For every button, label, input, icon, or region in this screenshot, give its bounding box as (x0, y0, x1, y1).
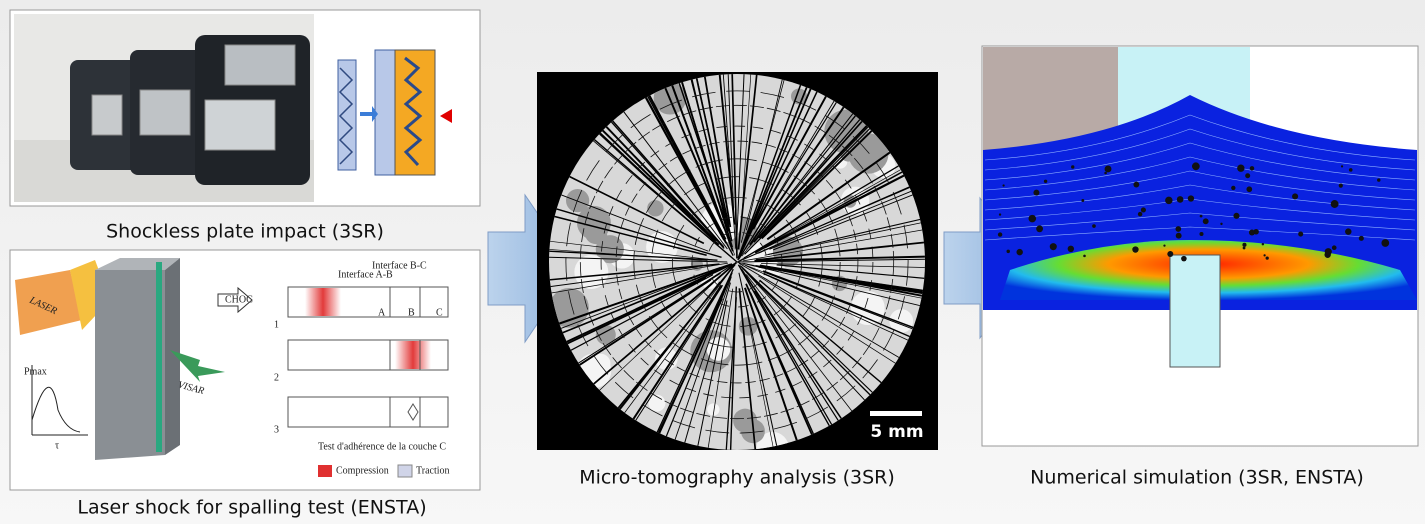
tomography-panel (537, 62, 938, 464)
particle (1132, 246, 1138, 252)
diagram-label: B (408, 307, 415, 318)
particle (1263, 254, 1265, 256)
particle (1138, 212, 1143, 217)
particle (1231, 186, 1235, 190)
particle (1177, 196, 1184, 203)
particle (1262, 243, 1264, 245)
particle (1133, 182, 1139, 188)
diagram-label: Test d'adhérence de la couche C (318, 441, 446, 452)
particle (1104, 172, 1107, 175)
particle (1246, 186, 1252, 192)
particle (1200, 215, 1203, 218)
figure: Shockless plate impact (3SR) LASERVISARC… (0, 0, 1425, 524)
particle (1331, 200, 1339, 208)
particle (1220, 223, 1222, 225)
diagram-label: 3 (274, 424, 279, 435)
particle (1332, 245, 1337, 250)
diagram-label: Traction (416, 465, 450, 476)
particle (1359, 236, 1364, 241)
particle (1165, 197, 1172, 204)
particle (1298, 232, 1303, 237)
particle (1266, 257, 1269, 260)
particle (1036, 225, 1043, 232)
simulation-panel (982, 46, 1418, 446)
particle (999, 213, 1001, 215)
particle (1203, 218, 1209, 224)
particle (1105, 165, 1112, 172)
particle (1071, 165, 1074, 168)
particle (1163, 245, 1165, 247)
diagram-label: τ (55, 440, 59, 451)
particle (1345, 228, 1351, 234)
particle (1181, 256, 1187, 262)
diagram-label: A (378, 307, 386, 318)
caption: Laser shock for spalling test (ENSTA) (77, 497, 426, 519)
particle (1092, 224, 1096, 228)
particle (1192, 162, 1200, 170)
particle (1002, 184, 1004, 186)
particle (1381, 239, 1389, 247)
diagram-label: Interface B-C (372, 260, 427, 271)
particle (1188, 195, 1194, 201)
particle (1250, 166, 1255, 171)
diagram-label: 2 (274, 372, 279, 383)
scale-bar-label: 5 mm (870, 422, 923, 442)
particle (1377, 178, 1380, 181)
particle (1233, 213, 1239, 219)
particle (1249, 229, 1255, 235)
diagram-label: Pmax (24, 366, 47, 377)
particle (1349, 168, 1353, 172)
particle (1242, 243, 1246, 247)
particle (1044, 180, 1047, 183)
particle (1141, 207, 1146, 212)
particle (1068, 246, 1074, 252)
caption: Micro-tomography analysis (3SR) (579, 467, 895, 489)
diagram-label: C (436, 307, 443, 318)
particle (1016, 249, 1022, 255)
particle (1176, 233, 1182, 239)
particle (1175, 226, 1181, 232)
particle (1081, 199, 1084, 202)
plate-impact-panel (10, 10, 480, 206)
particle (1341, 165, 1343, 167)
particle (1033, 190, 1039, 196)
particle (1243, 247, 1246, 250)
particle (1029, 215, 1037, 223)
particle (1083, 255, 1086, 258)
diagram-label: 1 (274, 319, 279, 330)
diagram-label: Compression (336, 465, 389, 476)
caption: Shockless plate impact (3SR) (106, 221, 384, 243)
particle (1292, 193, 1298, 199)
diagram-label: CHOC (225, 294, 253, 305)
particle (1050, 243, 1057, 250)
particle (1339, 184, 1343, 188)
particle (1167, 251, 1173, 257)
particle (998, 232, 1002, 236)
particle (1245, 173, 1250, 178)
caption: Numerical simulation (3SR, ENSTA) (1030, 467, 1364, 489)
particle (1237, 165, 1244, 172)
particle (1006, 250, 1009, 253)
particle (1325, 248, 1332, 255)
laser-shock-panel (10, 250, 480, 490)
particle (1199, 232, 1203, 236)
grain (647, 200, 663, 216)
